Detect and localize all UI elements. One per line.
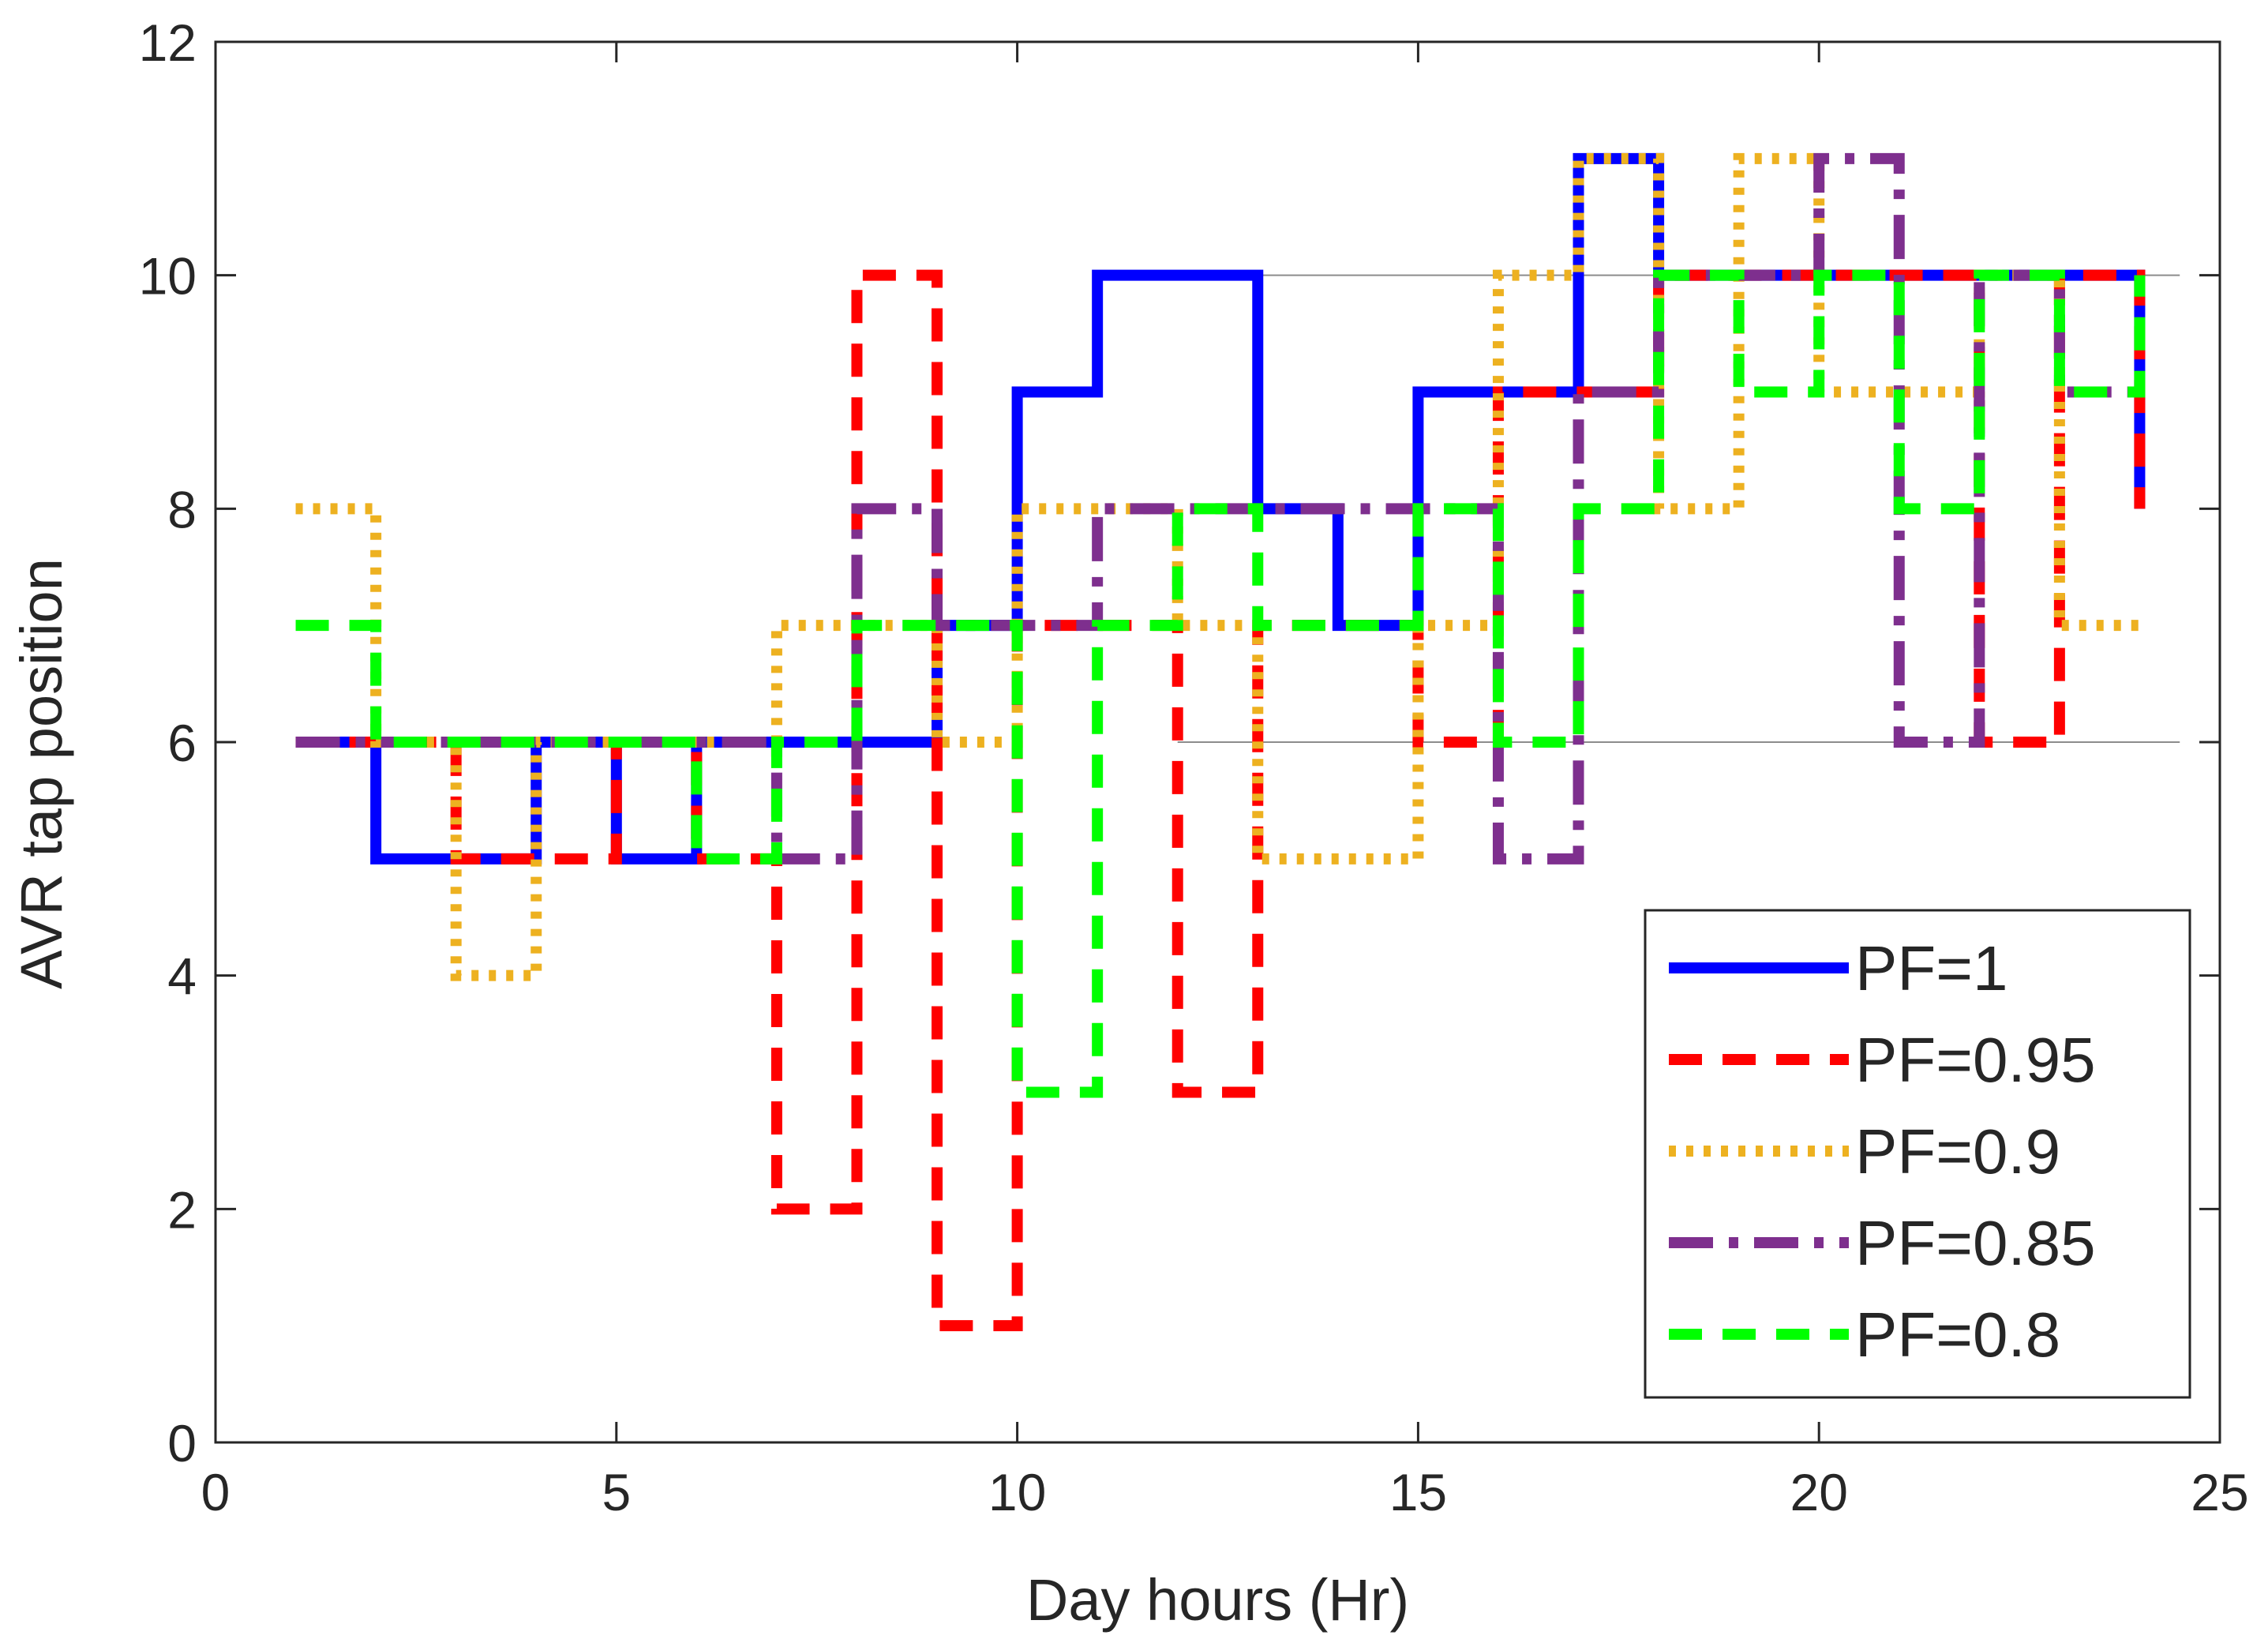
y-tick-label: 8: [167, 480, 197, 538]
x-axis-label: Day hours (Hr): [1026, 1567, 1409, 1633]
series-line-2: [295, 269, 2146, 1332]
ticks: 0 5 10 15 20 25 0 2 4 6 8 10 12: [139, 13, 2249, 1521]
legend: PF=1 PF=0.95 PF=0.9 PF=0.85 PF=0.8: [1644, 909, 2191, 1399]
series-line-3: [295, 152, 2140, 981]
y-tick-label: 0: [167, 1414, 197, 1472]
legend-label: PF=1: [1855, 933, 2007, 1003]
plot-area: 0 5 10 15 20 25 0 2 4 6 8 10 12: [139, 13, 2249, 1521]
series-line-4: [295, 152, 2140, 865]
y-tick-label: 4: [167, 947, 197, 1006]
x-tick-label: 15: [1389, 1463, 1447, 1521]
x-tick-label: 25: [2191, 1463, 2248, 1521]
y-tick-label: 10: [139, 247, 197, 306]
x-tick-label: 20: [1790, 1463, 1847, 1521]
y-tick-label: 6: [167, 714, 197, 772]
series-line-5: [295, 269, 2146, 1098]
legend-label: PF=0.95: [1855, 1025, 2096, 1095]
y-axis-label: AVR tap position: [9, 558, 74, 989]
x-tick-label: 5: [602, 1463, 631, 1521]
legend-box: [1644, 909, 2191, 1399]
y-tick-label: 2: [167, 1180, 197, 1239]
x-tick-label: 10: [988, 1463, 1046, 1521]
legend-label: PF=0.85: [1855, 1208, 2096, 1278]
series-layer: [295, 152, 2146, 1332]
legend-label: PF=0.9: [1855, 1116, 2060, 1187]
y-tick-label: 12: [139, 13, 197, 72]
x-tick-label: 0: [201, 1463, 231, 1521]
legend-label: PF=0.8: [1855, 1300, 2060, 1370]
